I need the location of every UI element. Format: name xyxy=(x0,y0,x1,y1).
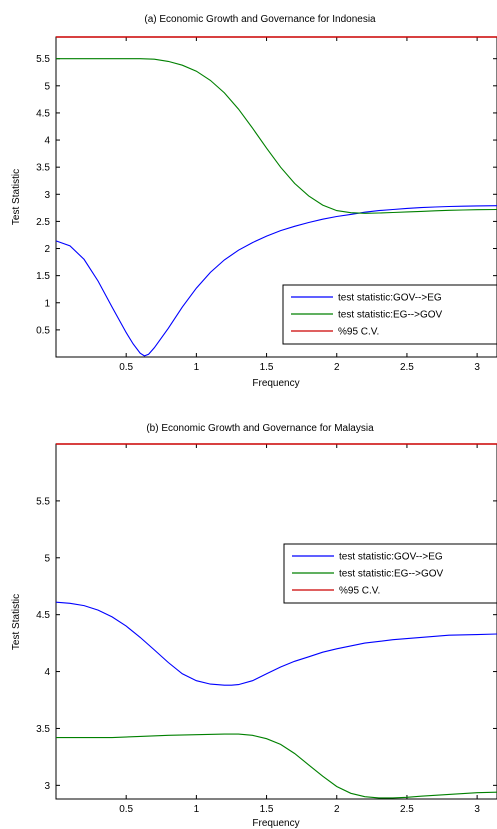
series-line-2 xyxy=(56,58,497,214)
x-tick-label: 1 xyxy=(194,362,200,373)
y-tick-label: 0.5 xyxy=(36,325,50,336)
y-tick-label: 5.5 xyxy=(36,54,50,65)
x-axis-label: Frequency xyxy=(252,378,299,389)
y-tick-label: 3.5 xyxy=(36,724,50,735)
legend-label-1: test statistic:GOV-->EG xyxy=(339,552,443,563)
y-tick-label: 2 xyxy=(44,244,50,255)
legend-label-3: %95 C.V. xyxy=(339,586,380,597)
y-tick-label: 3.5 xyxy=(36,163,50,174)
x-tick-label: 0.5 xyxy=(119,804,133,815)
x-tick-label: 1.5 xyxy=(260,804,274,815)
y-tick-label: 3 xyxy=(44,190,50,201)
plot-area xyxy=(55,443,497,800)
y-tick-label: 1 xyxy=(44,298,50,309)
x-tick-label: 1.5 xyxy=(260,362,274,373)
y-tick-label: 1.5 xyxy=(36,271,50,282)
x-tick-label: 2 xyxy=(334,804,340,815)
x-axis-label: Frequency xyxy=(252,818,299,829)
legend-label-3: %95 C.V. xyxy=(338,327,379,338)
y-tick-label: 4 xyxy=(44,136,50,147)
x-tick-label: 2.5 xyxy=(400,804,414,815)
y-tick-label: 4 xyxy=(44,667,50,678)
legend: test statistic:GOV-->EG test statistic:EG… xyxy=(282,284,497,345)
x-tick-label: 0.5 xyxy=(119,362,133,373)
y-tick-label: 2.5 xyxy=(36,217,50,228)
series-line-1 xyxy=(55,205,497,357)
legend-box xyxy=(282,284,497,345)
series-line-2 xyxy=(56,733,497,799)
panel-2: (b) Economic Growth and Governance for M… xyxy=(11,423,497,829)
x-tick-label: 3 xyxy=(474,804,480,815)
legend: test statistic:GOV-->EG test statistic:EG… xyxy=(283,543,497,604)
y-tick-label: 4.5 xyxy=(36,610,50,621)
x-tick-label: 3 xyxy=(474,362,480,373)
y-tick-label: 3 xyxy=(44,781,50,792)
y-tick-label: 5.5 xyxy=(36,496,50,507)
legend-label-2: test statistic:EG-->GOV xyxy=(338,310,443,321)
y-axis-label: Test Statistic xyxy=(11,594,22,650)
x-tick-label: 2.5 xyxy=(400,362,414,373)
y-axis-label: Test Statistic xyxy=(11,169,22,225)
legend-label-1: test statistic:GOV-->EG xyxy=(338,293,442,304)
chart-title: (b) Economic Growth and Governance for M… xyxy=(146,423,374,434)
legend-label-2: test statistic:EG-->GOV xyxy=(339,569,444,580)
panel-1: (a) Economic Growth and Governance for I… xyxy=(11,14,497,389)
chart-title: (a) Economic Growth and Governance for I… xyxy=(144,14,376,25)
y-tick-label: 5 xyxy=(44,553,50,564)
y-tick-label: 5 xyxy=(44,81,50,92)
series-line-1 xyxy=(55,601,497,686)
x-tick-label: 2 xyxy=(334,362,340,373)
x-tick-label: 1 xyxy=(194,804,200,815)
y-tick-label: 4.5 xyxy=(36,108,50,119)
